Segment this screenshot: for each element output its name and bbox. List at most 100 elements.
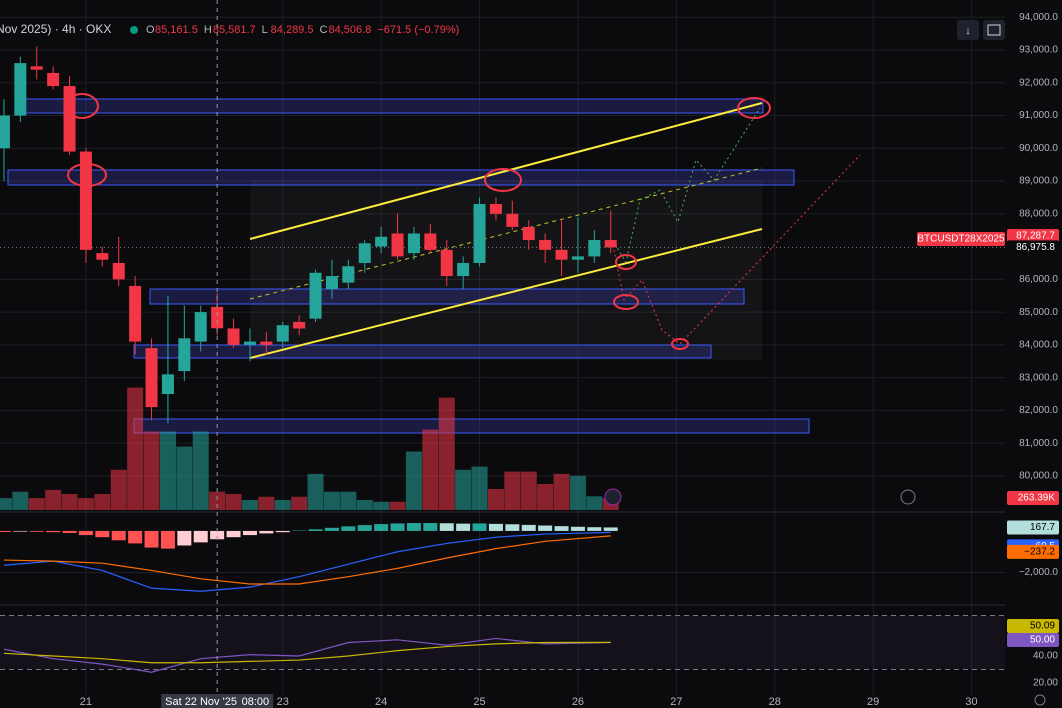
candle-body — [79, 151, 92, 250]
volume-bar — [159, 431, 176, 510]
macd-histogram-bar — [46, 530, 61, 533]
volume-bar — [241, 499, 258, 510]
button[interactable] — [983, 20, 1005, 40]
macd-histogram-bar — [177, 530, 192, 546]
candle-body — [276, 325, 289, 342]
macd-histogram-bar — [439, 523, 454, 531]
macd-histogram-bar — [324, 527, 339, 531]
volume-bar — [323, 491, 340, 510]
button[interactable] — [957, 20, 979, 40]
volume-bar — [61, 494, 78, 510]
volume-bar — [438, 397, 455, 510]
macd-histogram-bar — [29, 530, 44, 532]
macd-histogram-bar — [242, 530, 257, 536]
candle-body — [211, 306, 224, 329]
macd-histogram-bar — [78, 530, 93, 536]
y-tick-label: 93,000.0 — [1019, 45, 1058, 56]
x-tick-label: 24 — [375, 696, 387, 708]
candle-body — [227, 328, 240, 345]
candle-body — [161, 374, 174, 395]
flash-icon[interactable] — [604, 488, 622, 506]
ohlc-value: 85,581.7 — [213, 24, 256, 36]
macd-histogram-bar — [111, 530, 126, 541]
ohlc-value: 84,289.5 — [271, 24, 314, 36]
symbol-tag: BTCUSDT28X2025 — [917, 234, 1005, 245]
marker — [671, 338, 689, 350]
macd-tag-bg — [1007, 544, 1059, 559]
rsi-line — [3, 637, 611, 673]
volume-bar — [143, 431, 160, 510]
ohlc-value: 85,161.5 — [155, 24, 198, 36]
macd-histogram-bar — [521, 524, 536, 531]
circle-icon[interactable] — [900, 489, 916, 505]
x-tick-label: 30 — [965, 696, 977, 708]
volume-tag: 263.39K — [1018, 493, 1056, 504]
macd-histogram-bar — [160, 530, 175, 549]
projection-down — [611, 154, 861, 345]
rsi-tag-bg — [1007, 619, 1059, 633]
y-tick-label: 90,000.0 — [1019, 143, 1058, 154]
candle-body — [457, 262, 470, 277]
candle-body — [30, 66, 43, 70]
candle-body — [571, 256, 584, 260]
volume-bar — [77, 498, 94, 510]
volume-bar — [569, 475, 586, 510]
volume-bar — [307, 473, 324, 510]
candle-body — [293, 321, 306, 329]
candle-body — [473, 203, 486, 263]
candle-body — [407, 233, 420, 254]
candle-body — [539, 240, 552, 250]
volume-bar — [94, 494, 111, 510]
candle-body — [588, 240, 601, 257]
volume-bar — [0, 498, 12, 510]
candle-body — [129, 285, 142, 342]
volume-bar — [520, 471, 537, 510]
macd-histogram-bar — [603, 527, 618, 531]
price-tag: 87,287.7 — [1016, 231, 1055, 242]
y-tick-label: 84,000.0 — [1019, 340, 1058, 351]
marks — [0, 46, 619, 673]
price-tag-bg — [1007, 229, 1059, 244]
settings-icon[interactable] — [1034, 694, 1046, 706]
crosshair-date: Sat 22 Nov '25 — [165, 696, 237, 708]
y-tick-label: 85,000.0 — [1019, 307, 1058, 318]
y-tick-label: −2,000.0 — [1019, 567, 1059, 578]
y-tick-label: 91,000.0 — [1019, 110, 1058, 121]
candle-body — [47, 72, 60, 87]
x-tick-label: 23 — [277, 696, 289, 708]
marker — [615, 254, 637, 270]
candle-body — [604, 240, 617, 248]
macd-histogram-bar — [587, 527, 602, 531]
channel-bottom — [249, 228, 763, 359]
candle-body — [243, 341, 256, 345]
volume-bar — [553, 473, 570, 510]
rsi-tag-bg — [1007, 633, 1059, 647]
volume-bar — [487, 488, 504, 510]
candle-body — [309, 272, 322, 319]
volume-bar — [586, 496, 603, 510]
macd-histogram-bar — [259, 530, 274, 534]
ohlc-change: −671.5 (−0.79%) — [377, 24, 459, 36]
y-tick-label: 83,000.0 — [1019, 372, 1058, 383]
header: Nov 2025) · 4h · OKX ↓ — [0, 20, 1046, 706]
volume-bar — [291, 496, 308, 510]
macd-histogram-bar — [374, 524, 389, 531]
macd-histogram-bar — [554, 526, 569, 531]
crosshair-label-bg — [161, 694, 274, 708]
button-icon[interactable]: ↓ — [965, 25, 971, 37]
y-tick-label: 86,000.0 — [1019, 274, 1058, 285]
volume-bar — [504, 471, 521, 510]
candle-body — [342, 266, 355, 283]
zone — [17, 98, 764, 114]
button-icon[interactable] — [987, 24, 1001, 36]
volume-bar — [209, 491, 226, 510]
candle-body — [325, 276, 338, 290]
zone — [7, 169, 795, 186]
macd-histogram-bar — [472, 523, 487, 531]
volume-bar — [422, 429, 439, 510]
macd-histogram-bar — [193, 530, 208, 543]
candle-body — [63, 86, 76, 152]
last-price-tag: 86,975.8 — [1016, 242, 1055, 253]
